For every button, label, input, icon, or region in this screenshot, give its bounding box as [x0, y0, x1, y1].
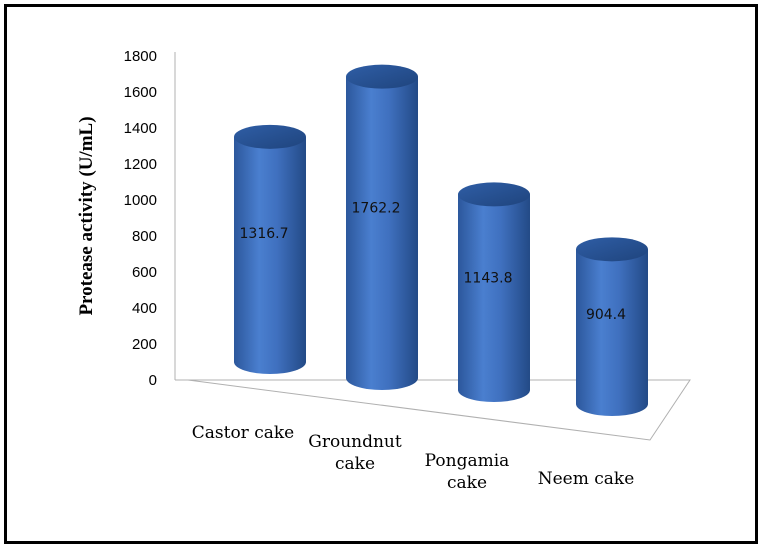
y-tick-label: 400 — [132, 300, 157, 317]
y-tick-label: 0 — [149, 372, 157, 389]
y-tick-group: 0 200 400 600 800 1000 1200 1400 1600 1800 — [124, 48, 157, 389]
x-category-label: Pongamia — [425, 451, 510, 471]
x-category-label: Groundnut — [308, 432, 402, 452]
y-tick-label: 200 — [132, 336, 157, 353]
bar-body — [346, 76, 418, 390]
x-category-label: cake — [335, 454, 375, 474]
y-tick-label: 1800 — [124, 48, 157, 65]
y-tick-label: 1600 — [124, 84, 157, 101]
bar-1: 1316.7 — [234, 124, 306, 374]
bar-top-cap — [234, 124, 306, 149]
bar-body — [576, 249, 648, 416]
y-tick-label: 1400 — [124, 120, 157, 137]
bar-value-label: 904.4 — [586, 307, 626, 323]
x-category-label: Neem cake — [538, 469, 635, 489]
bar-value-label: 1143.8 — [464, 270, 513, 286]
bar-top-cap — [458, 182, 530, 207]
bar-2: 1762.2 — [346, 64, 418, 390]
y-tick-label: 800 — [132, 228, 157, 245]
bar-body — [458, 194, 530, 402]
x-category-label: cake — [447, 473, 487, 493]
y-tick-label: 1000 — [124, 192, 157, 209]
bar-value-label: 1316.7 — [240, 226, 289, 242]
bar-group: 1316.7 1762.2 1143.8 904.4 — [234, 64, 648, 416]
bar-body — [234, 136, 306, 374]
bar-top-cap — [346, 64, 418, 89]
y-tick-label: 600 — [132, 264, 157, 281]
bar-3: 1143.8 — [458, 182, 530, 402]
x-category-label: Castor cake — [192, 423, 294, 443]
bar-value-label: 1762.2 — [352, 200, 401, 216]
y-tick-label: 1200 — [124, 156, 157, 173]
bar-4: 904.4 — [576, 237, 648, 416]
y-axis-title: Protease activity (U/mL) — [76, 116, 97, 315]
bar-top-cap — [576, 237, 648, 262]
